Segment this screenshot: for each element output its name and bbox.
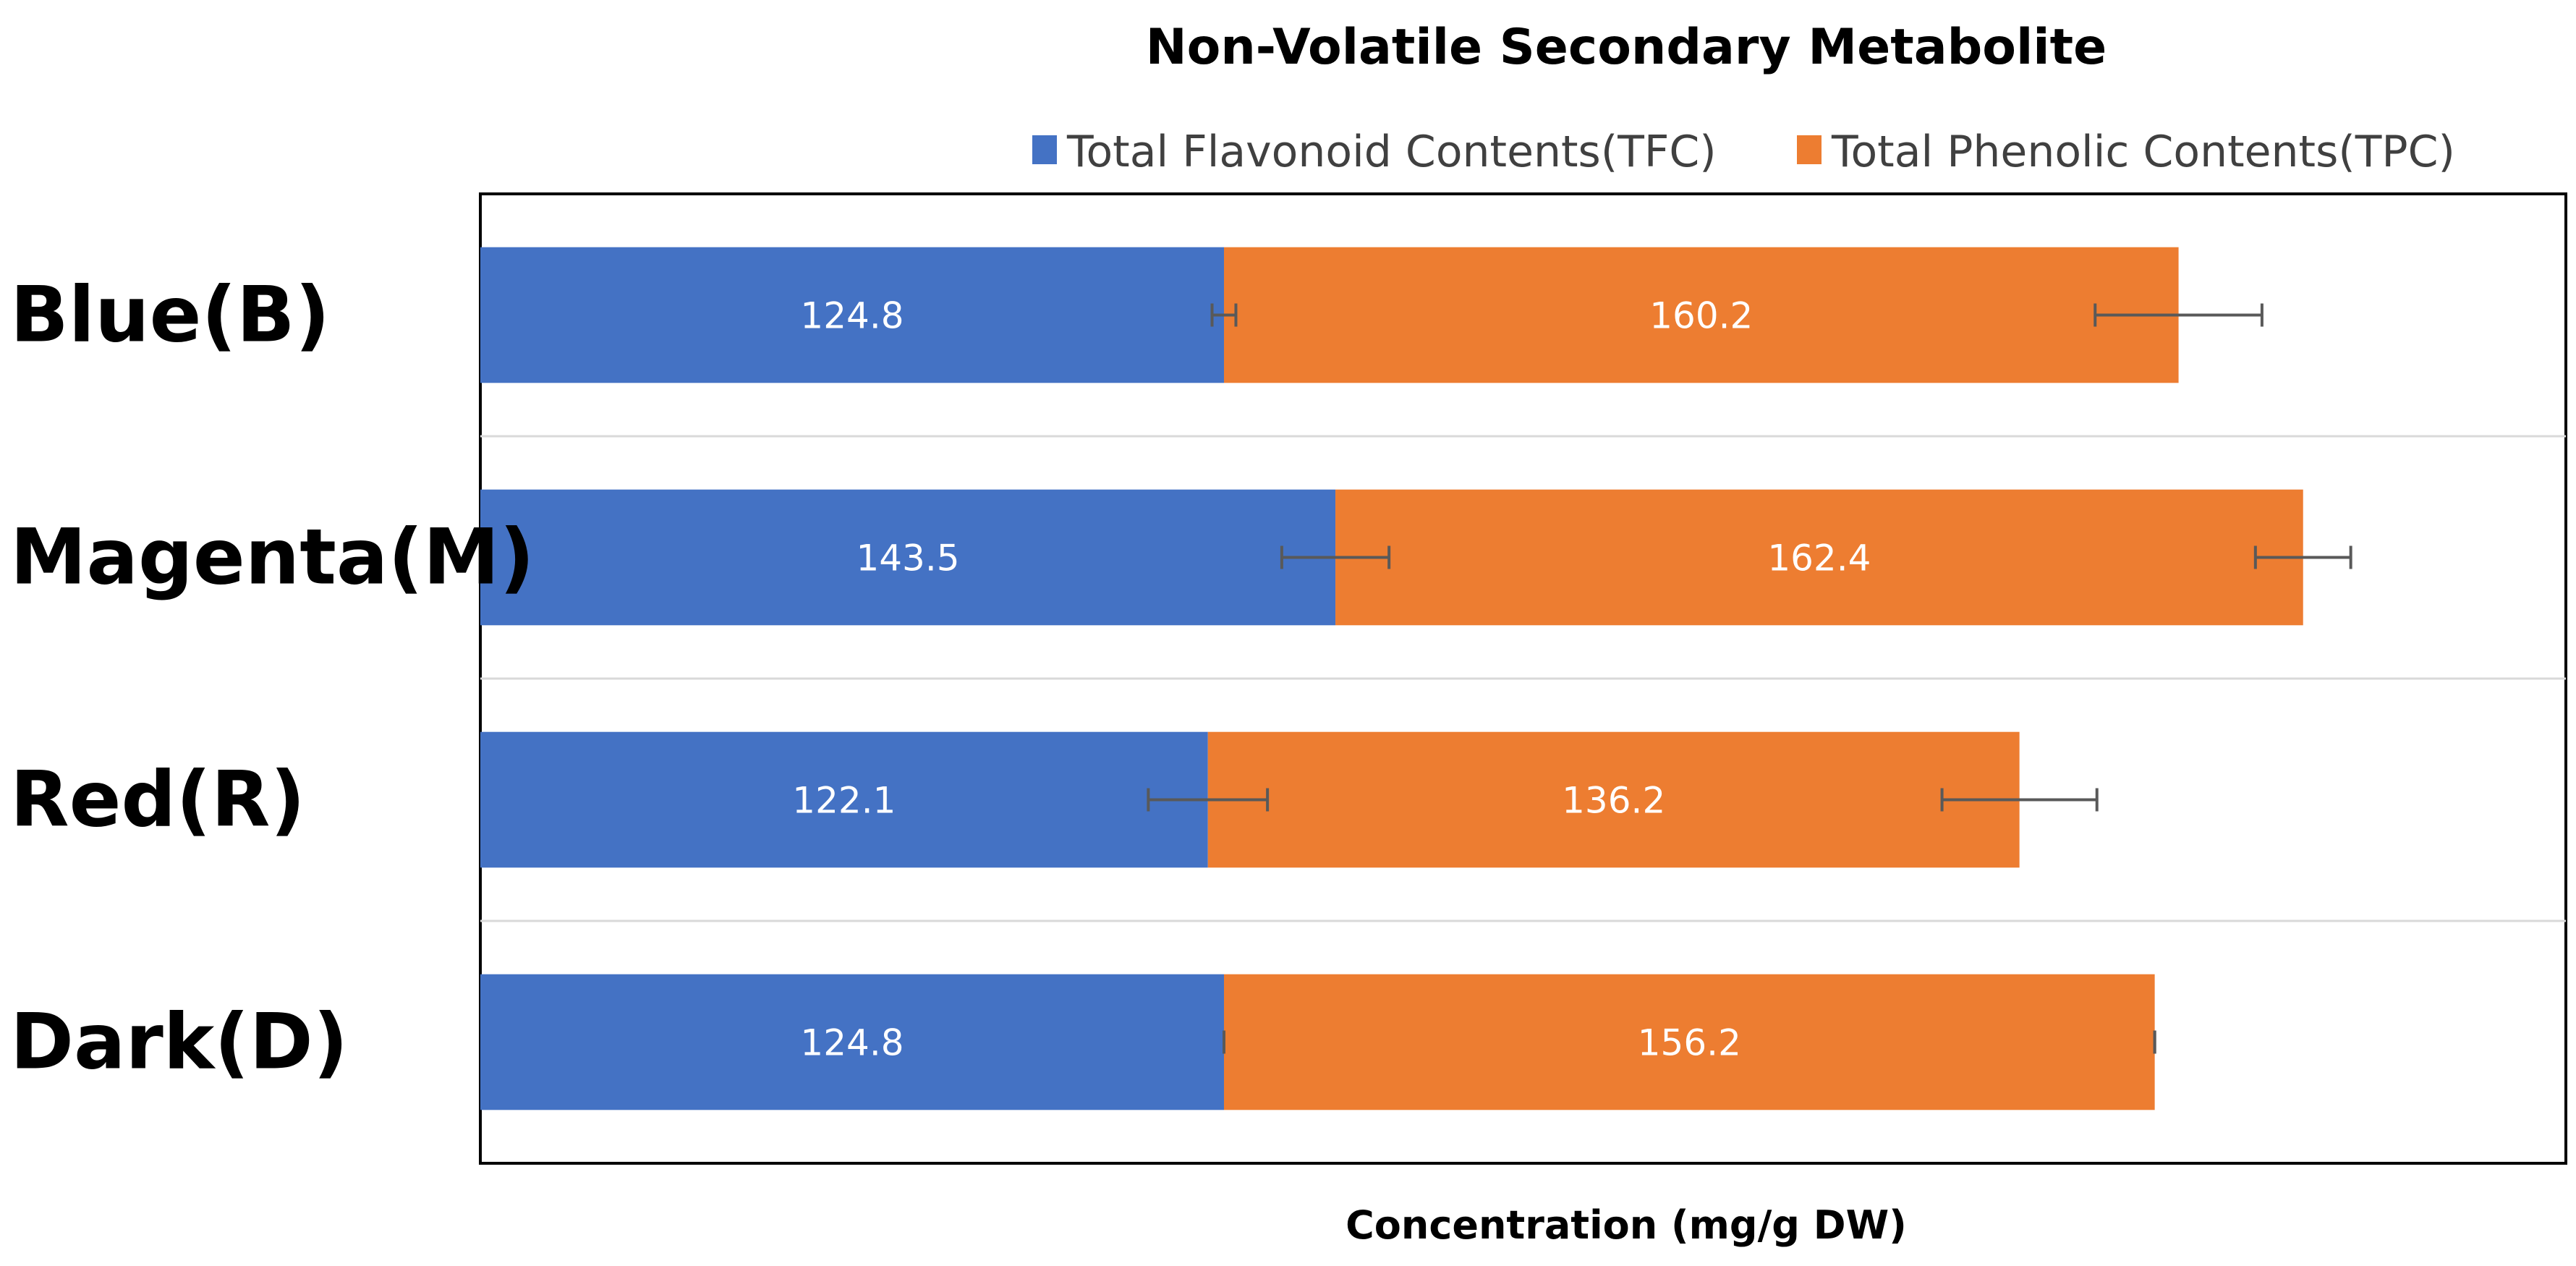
data-label-tpc-blue-b: 160.2 — [1649, 295, 1753, 337]
category-label-magenta-m: Magenta(M) — [10, 513, 535, 602]
category-label-red-r: Red(R) — [10, 755, 305, 844]
category-label-blue-b: Blue(B) — [10, 271, 330, 360]
legend-label-tfc: Total Flavonoid Contents(TFC) — [1066, 127, 1717, 177]
data-label-tfc-dark-d: 124.8 — [800, 1022, 904, 1064]
bar-tpc-blue-b — [1223, 247, 2179, 383]
legend-swatch-tpc — [1797, 135, 1822, 164]
data-labels-group: 124.8 160.2 143.5 162.4 122.1 136.2 124.8 156.2 — [792, 295, 1871, 1064]
bars-group — [480, 247, 2303, 1110]
row-separators — [480, 435, 2566, 922]
error-bars-group — [1147, 303, 2352, 1054]
bar-tpc-magenta-m — [1335, 489, 2303, 626]
category-label-dark-d: Dark(D) — [10, 998, 348, 1087]
legend-label-tpc: Total Phenolic Contents(TPC) — [1831, 127, 2455, 177]
category-labels-group: Blue(B) Magenta(M) Red(R) Dark(D) — [10, 271, 535, 1087]
data-label-tpc-dark-d: 156.2 — [1638, 1022, 1741, 1064]
data-label-tfc-red-r: 122.1 — [792, 780, 896, 822]
chart-title: Non-Volatile Secondary Metabolite — [1146, 19, 2107, 76]
legend-swatch-tfc — [1032, 135, 1057, 164]
error-bar-tpc-blue-b — [2093, 303, 2263, 327]
bar-tfc-red-r — [480, 731, 1208, 868]
data-label-tpc-magenta-m: 162.4 — [1767, 538, 1871, 579]
data-label-tfc-blue-b: 124.8 — [800, 295, 904, 337]
bar-tpc-red-r — [1207, 731, 2020, 868]
bar-tfc-dark-d — [480, 974, 1224, 1110]
bar-tfc-blue-b — [480, 247, 1224, 383]
error-bar-tpc-magenta-m — [2253, 545, 2352, 569]
data-label-tpc-red-r: 136.2 — [1562, 780, 1665, 822]
error-bar-tfc-red-r — [1147, 788, 1270, 812]
bar-tfc-magenta-m — [480, 489, 1336, 626]
data-label-tfc-magenta-m: 143.5 — [856, 538, 959, 579]
bar-tpc-dark-d — [1223, 974, 2155, 1110]
error-bar-tpc-red-r — [1940, 788, 2099, 812]
error-bar-tfc-blue-b — [1210, 303, 1238, 327]
legend: Total Flavonoid Contents(TFC) Total Phen… — [1032, 127, 2455, 177]
x-axis-label: Concentration (mg/g DW) — [1346, 1202, 1907, 1248]
error-bar-tfc-magenta-m — [1280, 545, 1391, 569]
